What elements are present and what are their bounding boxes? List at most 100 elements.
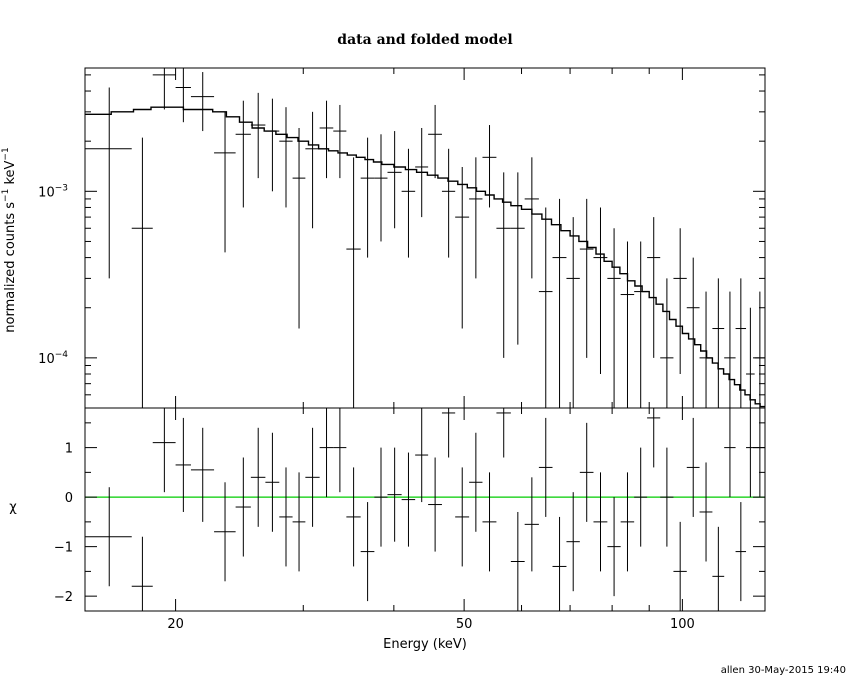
data-point	[746, 307, 755, 408]
residual-point	[235, 457, 251, 557]
residual-point	[441, 408, 456, 458]
x-tick-label: 100	[670, 617, 695, 632]
residual-point	[292, 472, 306, 572]
residual-point	[360, 502, 375, 602]
data-point	[660, 278, 674, 408]
residual-point	[647, 408, 661, 468]
y-tick-label: −2	[54, 590, 73, 605]
data-point	[319, 100, 334, 179]
top-panel: 10−3 10−4	[38, 67, 766, 409]
data-point	[510, 172, 525, 345]
y-tick-label: 10−4	[38, 350, 68, 367]
residual-point	[279, 467, 293, 567]
residual-point	[673, 521, 687, 611]
data-point	[214, 111, 236, 253]
residual-point	[175, 417, 191, 512]
x-tick-label: 20	[167, 617, 184, 632]
data-point	[620, 241, 635, 408]
residual-point	[735, 502, 747, 602]
top-axis-ticks: 10−3 10−4	[38, 68, 765, 409]
residual-point	[265, 432, 280, 532]
data-point	[428, 104, 442, 179]
data-point	[579, 198, 594, 358]
data-point	[401, 148, 416, 258]
residual-point	[686, 417, 700, 517]
residual-point	[593, 472, 608, 572]
residual-point	[387, 447, 402, 542]
residual-point	[333, 408, 347, 493]
data-point	[190, 72, 215, 132]
residual-point	[620, 472, 635, 572]
data-point	[360, 137, 375, 258]
data-point	[686, 257, 700, 408]
bottom-panel: 20 50 100 1 0 −1 −2	[54, 407, 766, 632]
residual-point	[482, 472, 497, 572]
residual-point	[724, 408, 736, 498]
data-point	[374, 134, 388, 242]
residual-point	[712, 526, 725, 611]
data-point	[333, 104, 347, 179]
data-point	[250, 92, 266, 179]
residual-point	[85, 487, 132, 587]
data-point	[265, 98, 280, 192]
residual-point	[524, 477, 539, 572]
data-point	[647, 217, 661, 358]
residual-point	[319, 408, 334, 498]
data-point	[292, 127, 306, 329]
residual-point	[131, 536, 153, 611]
folded-model-curve	[85, 106, 765, 408]
y-tick-label: −1	[54, 541, 73, 556]
data-point	[524, 157, 539, 279]
data-point	[152, 68, 176, 110]
residual-point	[346, 467, 361, 567]
bottom-plot-frame	[84, 407, 766, 612]
y-tick-label: 1	[65, 442, 73, 457]
residual-point	[634, 447, 648, 547]
residual-point	[374, 447, 388, 547]
data-point	[712, 278, 725, 408]
bottom-y-axis-label: χ	[9, 500, 17, 515]
data-point	[593, 207, 608, 375]
residual-point	[538, 417, 553, 517]
residual-point	[455, 467, 470, 567]
residual-point	[566, 492, 580, 592]
data-points	[85, 68, 765, 408]
residual-point	[579, 422, 594, 522]
data-point	[735, 278, 747, 408]
data-point	[131, 137, 153, 408]
residual-point	[190, 427, 215, 522]
y-tick-label: 10−3	[38, 183, 68, 200]
top-y-axis-label: normalized counts s−1 keV−1	[1, 147, 18, 332]
data-point	[673, 228, 687, 375]
x-tick-label: 50	[456, 617, 473, 632]
data-point	[387, 131, 402, 229]
data-point	[538, 207, 553, 408]
residual-point	[699, 462, 713, 562]
residual-point	[510, 511, 525, 611]
data-point	[279, 107, 293, 208]
data-point	[496, 172, 511, 358]
residual-point	[305, 427, 320, 527]
x-axis-label: Energy (keV)	[383, 637, 467, 652]
residual-point	[415, 408, 429, 503]
footer-credit: allen 30-May-2015 19:40	[721, 665, 846, 676]
data-point	[482, 125, 497, 208]
data-point	[235, 100, 251, 208]
data-point	[441, 148, 456, 258]
data-point	[552, 198, 567, 408]
data-point	[415, 127, 429, 218]
data-point	[305, 111, 320, 229]
chart-title: data and folded model	[337, 32, 512, 48]
model-step-path	[85, 106, 765, 408]
residual-point	[214, 482, 236, 582]
residual-points	[85, 408, 765, 611]
residual-point	[428, 457, 442, 552]
y-tick-label: 0	[65, 491, 73, 506]
data-point	[469, 157, 483, 279]
data-point	[175, 68, 191, 123]
data-point	[455, 166, 470, 329]
data-point	[346, 157, 361, 408]
data-point	[699, 291, 713, 408]
